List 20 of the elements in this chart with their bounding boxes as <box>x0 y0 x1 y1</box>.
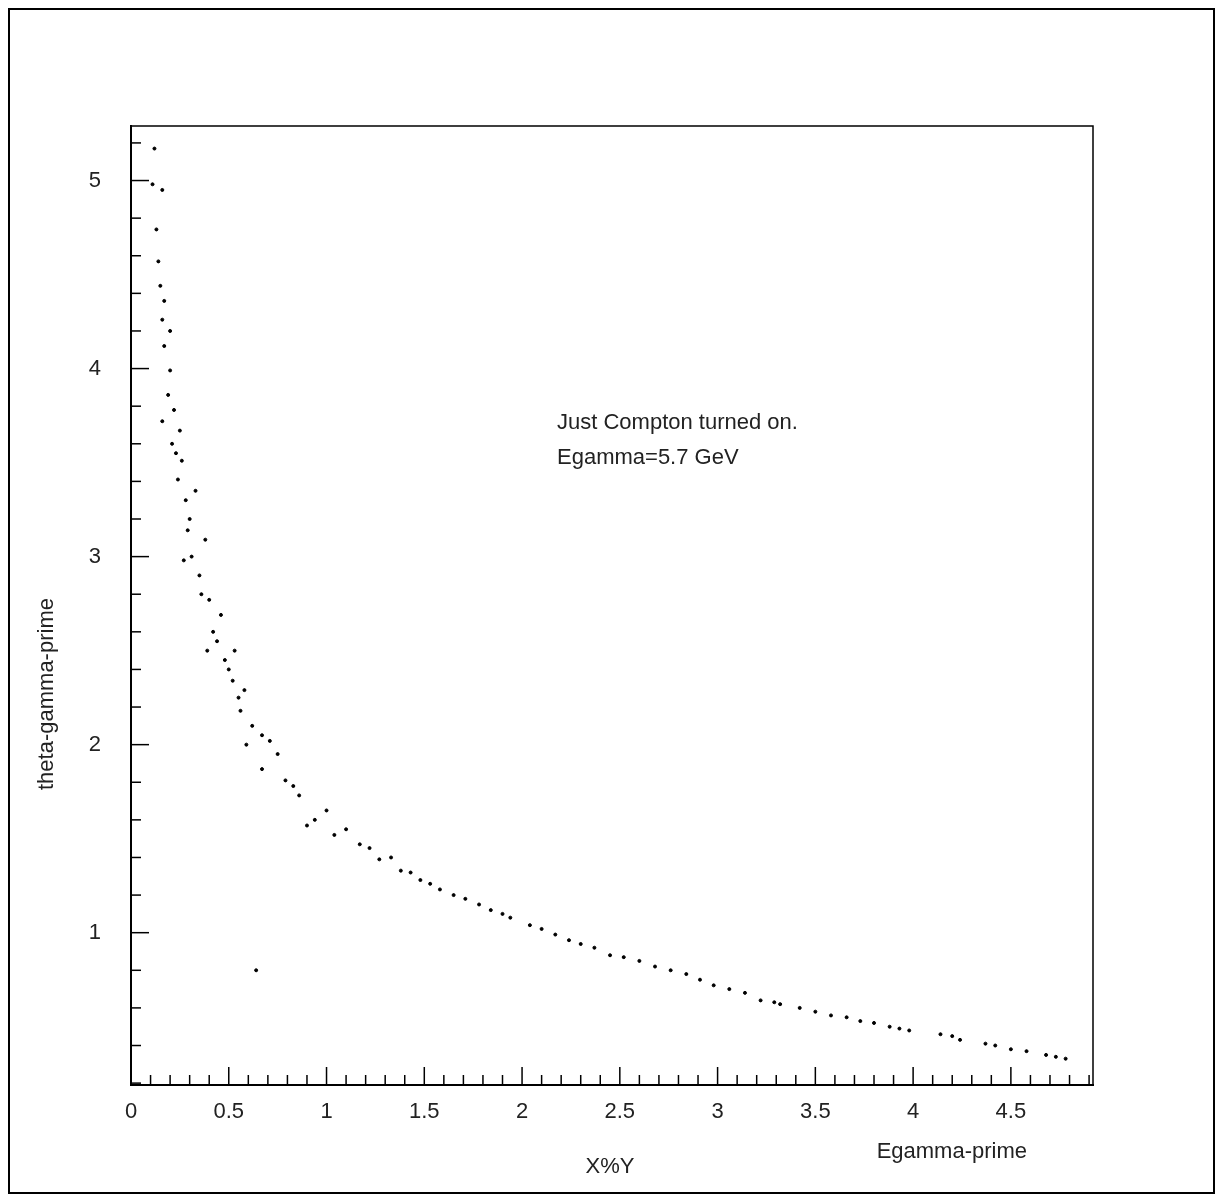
y-axis-title: theta-gamma-prime <box>33 598 59 790</box>
x-tick-label: 3.5 <box>800 1098 831 1124</box>
y-tick-label: 2 <box>88 730 101 756</box>
y-tick-label: 1 <box>88 918 101 944</box>
y-tick-label: 5 <box>88 166 101 192</box>
x-tick-label: 0.5 <box>213 1098 245 1124</box>
x-tick-label: 0 <box>124 1098 138 1124</box>
x-tick-label: 2 <box>515 1098 529 1124</box>
x-tick-label: 2.5 <box>604 1098 636 1124</box>
x-tick-label: 1.5 <box>409 1098 440 1124</box>
x-tick-label: 4 <box>906 1098 920 1124</box>
x-tick-label: 3 <box>711 1098 724 1124</box>
annotation: Egamma=5.7 GeV <box>557 444 739 470</box>
x-tick-label: 4.5 <box>995 1098 1027 1124</box>
y-tick-label: 4 <box>88 354 101 380</box>
y-tick-label: 3 <box>88 542 101 568</box>
x-axis-title: Egamma-prime <box>876 1138 1027 1164</box>
x-tick-label: 1 <box>320 1098 333 1124</box>
annotation: Just Compton turned on. <box>557 409 798 435</box>
text: X%Y <box>585 1153 635 1179</box>
